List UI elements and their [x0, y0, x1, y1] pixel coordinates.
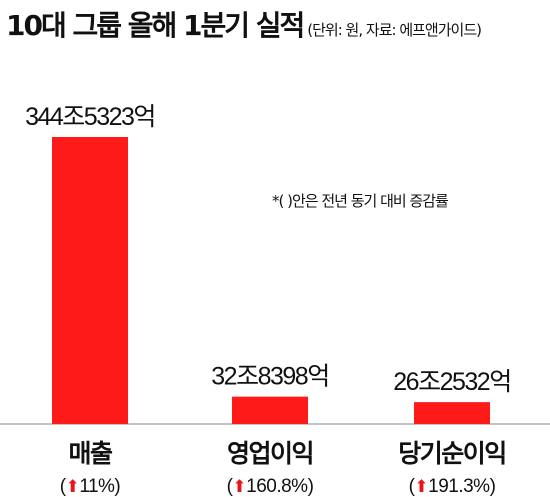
change-label-1: (⬆11%) [60, 476, 121, 497]
chart-note: *( )안은 전년 동기 대비 증감률 [272, 192, 449, 210]
chart-title: 10대 그룹 올해 1분기 실적 [6, 9, 305, 42]
bar-2 [232, 396, 308, 424]
bar-3 [414, 402, 490, 424]
category-label-1: 매출 [68, 439, 113, 468]
chart-subtitle: (단위: 원, 자료: 에프앤가이드) [307, 21, 482, 39]
value-label-1: 344조5323억 [25, 103, 155, 131]
title-row: 10대 그룹 올해 1분기 실적 (단위: 원, 자료: 에프앤가이드) [6, 6, 546, 46]
up-arrow-icon: ⬆ [66, 477, 80, 497]
bar-1 [52, 137, 128, 424]
value-label-3: 26조2532억 [393, 368, 510, 396]
category-label-3: 당기순이익 [398, 439, 506, 468]
change-label-3: (⬆191.3%) [409, 476, 496, 497]
up-arrow-icon: ⬆ [232, 477, 246, 497]
category-label-2: 영업이익 [227, 439, 313, 468]
change-label-2: (⬆160.8%) [227, 476, 314, 497]
up-arrow-icon: ⬆ [414, 477, 428, 497]
value-label-2: 32조8398억 [211, 363, 328, 391]
